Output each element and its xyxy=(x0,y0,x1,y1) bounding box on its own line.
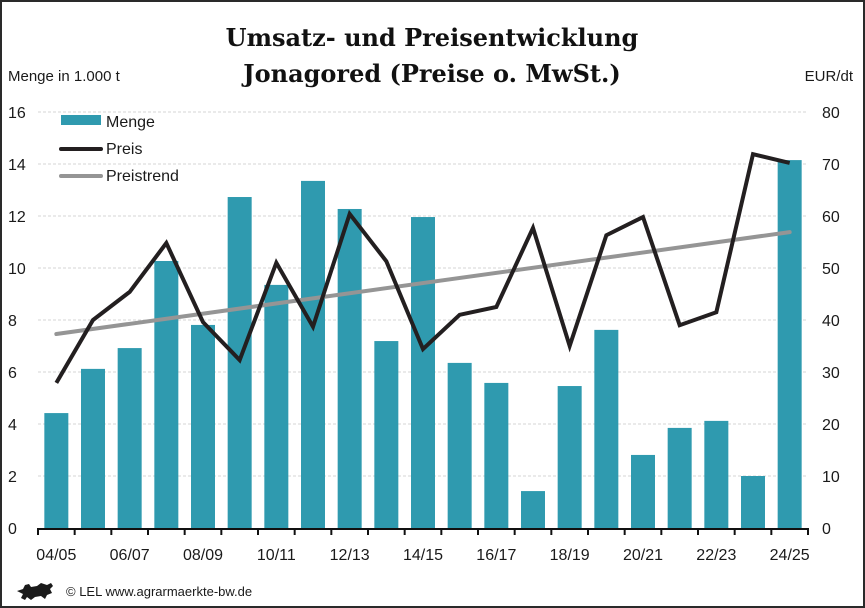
x-tick-label: 22/23 xyxy=(696,547,736,564)
legend-label-menge: Menge xyxy=(106,114,155,131)
bar-menge-24/25 xyxy=(777,160,802,528)
x-tick-label: 24/25 xyxy=(770,547,810,564)
right-axis-label: EUR/dt xyxy=(805,68,854,85)
left-tick-label: 14 xyxy=(8,157,26,174)
x-tick-label: 10/11 xyxy=(257,547,296,564)
bar-menge-07/08 xyxy=(154,260,179,528)
bar-menge-08/09 xyxy=(191,324,215,528)
right-tick-label: 80 xyxy=(822,105,840,122)
chart-subtitle: Jonagored (Preise o. MwSt.) xyxy=(241,59,620,88)
bar-menge-12/13 xyxy=(337,208,362,529)
x-tick-label: 12/13 xyxy=(330,547,370,564)
right-tick-label: 30 xyxy=(822,365,840,382)
bar-menge-05/06 xyxy=(81,368,105,528)
bar-menge-15/16 xyxy=(447,362,472,528)
left-tick-label: 10 xyxy=(8,261,26,278)
bar-menge-17/18 xyxy=(521,491,545,528)
x-tick-label: 08/09 xyxy=(183,547,223,564)
x-tick-label: 06/07 xyxy=(110,547,150,564)
menge-bars xyxy=(44,160,802,529)
bar-menge-23/24 xyxy=(741,476,765,528)
bar-menge-06/07 xyxy=(117,348,142,528)
price-lines xyxy=(54,151,792,384)
legend: Menge Preis Preistrend xyxy=(59,114,179,185)
left-axis-label: Menge in 1.000 t xyxy=(8,68,121,85)
footer: © LEL www.agrarmaerkte-bw.de xyxy=(17,583,252,600)
x-axis: 04/05 06/07 08/09 10/11 12/13 14/15 16/17 18/19… xyxy=(36,528,810,564)
right-tick-label: 60 xyxy=(822,209,840,226)
x-tick-label: 14/15 xyxy=(403,547,443,564)
x-tick-label: 04/05 xyxy=(36,547,76,564)
left-tick-label: 4 xyxy=(8,417,17,434)
x-tick-label: 16/17 xyxy=(476,547,516,564)
bar-menge-13/14 xyxy=(374,341,399,528)
bar-menge-16/17 xyxy=(484,382,509,528)
legend-item-preistrend: Preistrend xyxy=(59,168,179,185)
legend-item-menge: Menge xyxy=(61,114,155,131)
bar-menge-18/19 xyxy=(557,386,582,528)
x-tick-label: 20/21 xyxy=(623,547,663,564)
left-tick-label: 2 xyxy=(8,469,17,486)
x-tick-label: 18/19 xyxy=(550,547,590,564)
bar-menge-04/05 xyxy=(44,413,69,528)
legend-swatch-menge xyxy=(61,115,101,125)
right-axis-ticks: 0 10 20 30 40 50 60 70 80 xyxy=(822,105,840,538)
lion-icon xyxy=(17,583,53,600)
left-tick-label: 12 xyxy=(8,209,26,226)
bar-menge-21/22 xyxy=(667,427,692,528)
right-tick-label: 0 xyxy=(822,521,831,538)
bar-menge-22/23 xyxy=(704,420,729,528)
left-axis-ticks: 0 2 4 6 8 10 12 14 16 xyxy=(8,105,26,538)
right-tick-label: 20 xyxy=(822,417,840,434)
bar-menge-19/20 xyxy=(594,329,619,528)
left-tick-label: 16 xyxy=(8,105,26,122)
legend-label-preistrend: Preistrend xyxy=(106,168,179,185)
line-preistrend xyxy=(54,230,792,337)
chart-title: Umsatz- und Preisentwicklung xyxy=(226,23,639,52)
legend-label-preis: Preis xyxy=(106,141,142,158)
left-tick-label: 8 xyxy=(8,313,17,330)
left-tick-label: 0 xyxy=(8,521,17,538)
bar-menge-20/21 xyxy=(631,454,655,528)
right-tick-label: 50 xyxy=(822,261,840,278)
right-tick-label: 10 xyxy=(822,469,840,486)
bar-menge-10/11 xyxy=(264,284,289,528)
right-tick-label: 70 xyxy=(822,157,840,174)
right-tick-label: 40 xyxy=(822,313,840,330)
footer-credit: © LEL www.agrarmaerkte-bw.de xyxy=(66,584,252,599)
legend-item-preis: Preis xyxy=(59,141,142,158)
left-tick-label: 6 xyxy=(8,365,17,382)
bar-menge-11/12 xyxy=(301,180,325,528)
bar-menge-14/15 xyxy=(411,217,435,529)
